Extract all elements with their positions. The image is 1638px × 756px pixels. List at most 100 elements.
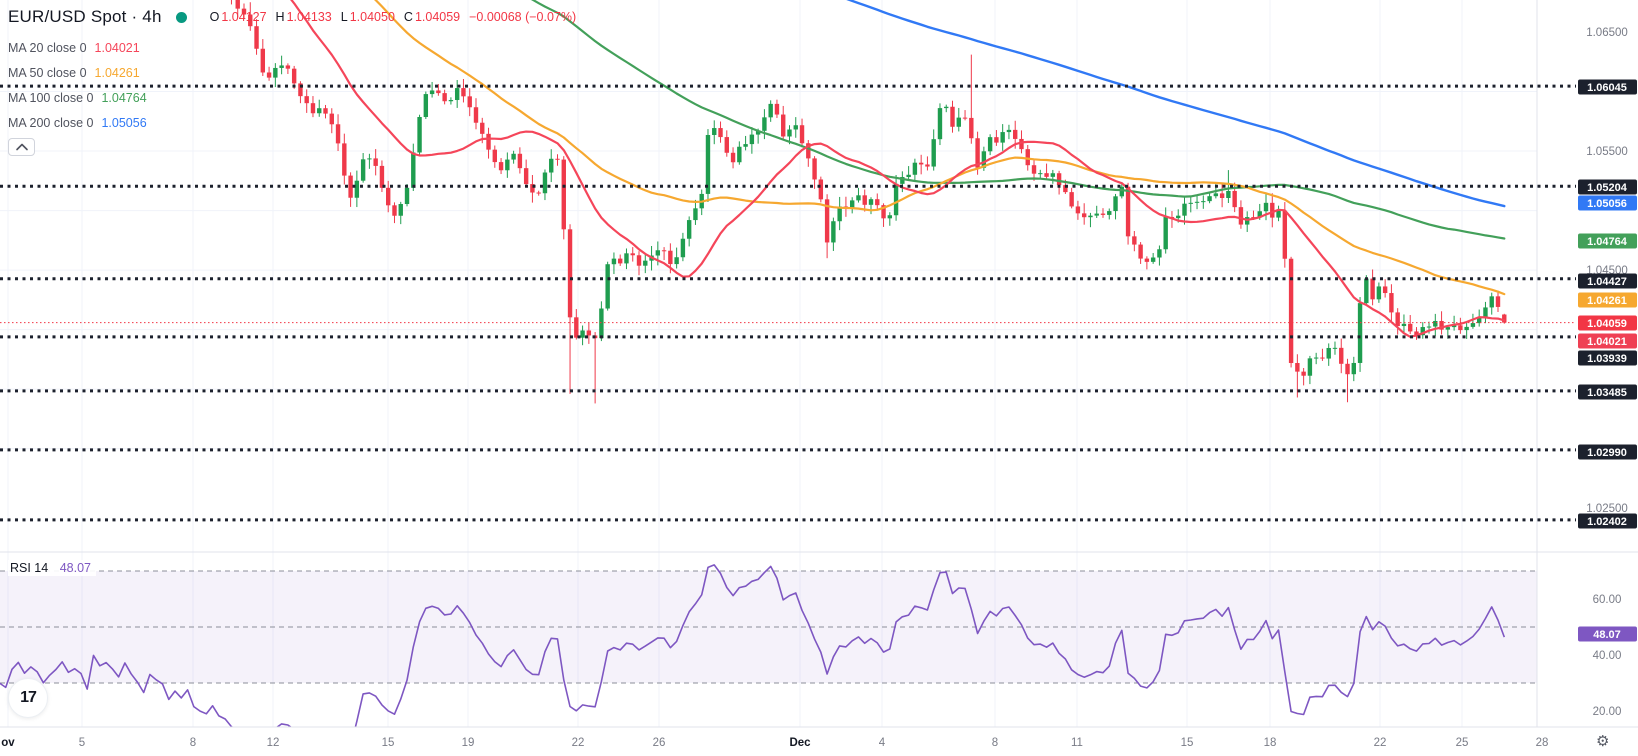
time-axis-tick[interactable]: 4	[879, 737, 886, 749]
tradingview-logo[interactable]: 17	[8, 678, 48, 718]
candle-body	[1357, 303, 1363, 363]
candle-body	[762, 117, 767, 131]
candle-body	[818, 179, 824, 200]
rsi-legend[interactable]: RSI 14 48.07	[8, 560, 96, 576]
rsi-label: RSI 14	[10, 561, 49, 575]
high-value: 1.04133	[286, 10, 332, 24]
candle-body	[1044, 173, 1049, 177]
rsi-badge-label: 48.07	[1593, 629, 1621, 641]
price-badge-bg	[1578, 384, 1637, 400]
candle-body	[849, 200, 855, 209]
price-badge[interactable]: 1.04427	[1578, 273, 1637, 289]
time-axis-tick[interactable]: 18	[1264, 737, 1277, 749]
candle-body	[1013, 129, 1018, 139]
candle-body	[1339, 347, 1344, 364]
ma-20-legend[interactable]: MA 20 close 0 1.04021	[8, 41, 576, 55]
candle-body	[392, 205, 397, 216]
price-badge-bg	[1578, 179, 1637, 195]
time-axis-tick[interactable]: 8	[190, 737, 196, 749]
rsi-pane[interactable]	[0, 564, 1537, 746]
candle-body	[686, 220, 692, 239]
candle-body	[712, 128, 717, 135]
candle-body	[348, 175, 353, 198]
candle-body	[1207, 196, 1212, 202]
price-badge[interactable]: 1.03485	[1578, 384, 1637, 400]
candle-body	[1401, 323, 1407, 327]
price-badge[interactable]: 1.04261	[1578, 292, 1637, 308]
candle-body	[480, 122, 485, 134]
candle-body	[1376, 286, 1382, 300]
price-badge[interactable]: 1.02990	[1578, 444, 1637, 460]
ma-200-label: MA 200 close 0	[8, 116, 94, 130]
collapse-indicators-button[interactable]	[8, 138, 35, 156]
rsi-value-badge[interactable]: 48.07	[1578, 626, 1637, 642]
symbol-title[interactable]: EUR/USD Spot · 4h	[8, 7, 162, 26]
chevron-up-icon	[15, 143, 28, 151]
time-axis-tick[interactable]: ov	[1, 737, 15, 749]
price-badge[interactable]: 1.05204	[1578, 179, 1637, 195]
time-axis-tick[interactable]: 22	[1374, 737, 1387, 749]
time-axis-tick[interactable]: 28	[1536, 737, 1549, 749]
price-badge-bg	[1578, 350, 1637, 366]
price-badge[interactable]: 1.04764	[1578, 233, 1637, 249]
candle-body	[1489, 296, 1494, 308]
rsi-settings-gear-icon[interactable]: ⚙	[1596, 733, 1610, 750]
price-badge-label: 1.04764	[1587, 236, 1628, 248]
time-axis-tick[interactable]: 22	[572, 737, 585, 749]
candle-body	[618, 258, 623, 264]
candle-body	[335, 124, 341, 144]
price-pane[interactable]	[0, 0, 1507, 404]
price-badge-bg	[1578, 233, 1637, 249]
candle-body	[1238, 207, 1244, 225]
candle-body	[668, 250, 673, 265]
time-axis-tick[interactable]: 5	[79, 737, 85, 749]
time-axis-tick[interactable]: 15	[1181, 737, 1194, 749]
candle-body	[1320, 357, 1325, 359]
time-axis-tick[interactable]: 15	[382, 737, 395, 749]
price-badge[interactable]: 1.03939	[1578, 350, 1637, 366]
candle-body	[1000, 132, 1005, 143]
ma-200-legend[interactable]: MA 200 close 0 1.05056	[8, 116, 576, 130]
price-badge[interactable]: 1.04021	[1578, 333, 1637, 349]
time-axis-tick[interactable]: 19	[462, 737, 475, 749]
candle-body	[975, 138, 980, 168]
price-badge-bg	[1578, 79, 1637, 95]
candle-body	[1025, 149, 1030, 166]
candle-body	[1031, 165, 1037, 174]
tradingview-logo-glyph: 17	[20, 689, 37, 706]
candle-body	[1451, 325, 1457, 328]
ma-100-legend[interactable]: MA 100 close 0 1.04764	[8, 91, 576, 105]
candle-body	[536, 192, 541, 194]
price-badge[interactable]: 1.04059	[1578, 315, 1637, 331]
candle-body	[862, 195, 867, 205]
candle-body	[1176, 215, 1181, 219]
price-axis-tick: 1.02500	[1586, 503, 1628, 515]
ma-50-legend[interactable]: MA 50 close 0 1.04261	[8, 66, 576, 80]
ma-20-label: MA 20 close 0	[8, 41, 87, 55]
candle-body	[467, 96, 472, 108]
price-badge[interactable]: 1.05056	[1578, 195, 1637, 211]
price-badge[interactable]: 1.02402	[1578, 513, 1637, 529]
candle-body	[1382, 286, 1388, 294]
time-axis-tick[interactable]: 8	[992, 737, 998, 749]
candle-body	[718, 128, 723, 138]
candle-body	[1157, 249, 1162, 258]
time-axis-tick[interactable]: 12	[267, 737, 280, 749]
candle-body	[354, 180, 360, 198]
candle-body	[768, 103, 773, 118]
price-badge[interactable]: 1.06045	[1578, 79, 1637, 95]
candle-body	[580, 330, 585, 338]
candle-body	[969, 117, 974, 139]
rsi-badge-bg	[1578, 626, 1637, 642]
time-axis-tick[interactable]: 26	[653, 737, 666, 749]
candle-body	[787, 129, 792, 137]
candle-body	[1063, 185, 1068, 193]
time-axis-tick[interactable]: Dec	[789, 737, 811, 749]
candle-body	[398, 204, 403, 216]
time-axis-tick[interactable]: 25	[1456, 737, 1469, 749]
candle-body	[1351, 362, 1356, 375]
candle-body	[1439, 320, 1444, 330]
time-axis-tick[interactable]: 11	[1071, 737, 1083, 749]
ma-50-value: 1.04261	[94, 66, 140, 80]
